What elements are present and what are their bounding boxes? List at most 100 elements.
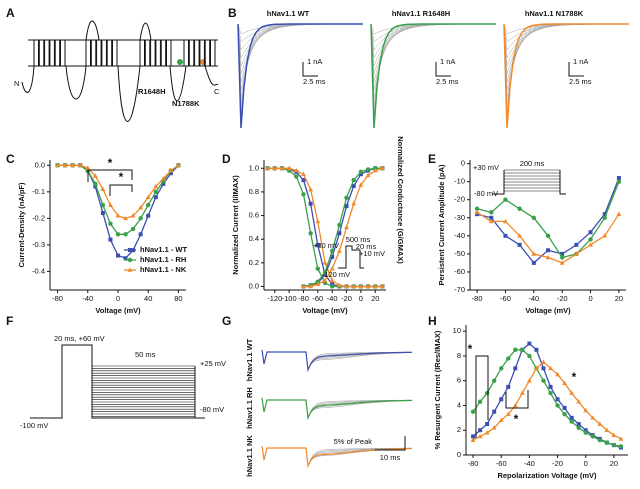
point xyxy=(123,215,128,221)
series-line xyxy=(476,181,620,259)
x-tick-label: -40 xyxy=(82,294,93,303)
point xyxy=(301,178,306,183)
trace xyxy=(503,23,629,91)
point xyxy=(146,213,151,218)
segment xyxy=(160,39,167,67)
point xyxy=(541,366,546,371)
point xyxy=(168,171,173,176)
point xyxy=(365,283,371,289)
point xyxy=(128,248,132,252)
panel-label: A xyxy=(6,6,15,20)
y-tick-label: -10 xyxy=(454,177,465,186)
segment xyxy=(60,39,66,67)
point xyxy=(153,183,159,189)
point xyxy=(146,202,151,208)
point xyxy=(616,211,622,216)
y-tick-label: 0 xyxy=(457,450,461,459)
segment xyxy=(210,39,216,67)
segment xyxy=(166,39,172,67)
y-tick-label: -0.2 xyxy=(32,213,45,222)
point xyxy=(130,226,136,232)
panel-label: H xyxy=(428,314,437,328)
point xyxy=(108,202,113,207)
point xyxy=(597,437,603,443)
scale-bar xyxy=(375,436,406,451)
series-line xyxy=(472,349,622,447)
point xyxy=(329,284,335,289)
x-tick-label: -60 xyxy=(496,459,507,468)
annotation: * xyxy=(108,156,113,170)
point xyxy=(602,215,607,220)
trace xyxy=(237,23,363,91)
point xyxy=(358,283,364,289)
trace xyxy=(370,23,497,67)
segment xyxy=(139,39,145,67)
point xyxy=(344,195,349,201)
point xyxy=(108,237,113,242)
y-tick-label: 10 xyxy=(453,326,461,335)
point xyxy=(616,179,622,184)
point xyxy=(380,165,385,171)
point xyxy=(474,209,480,215)
x-axis-label: Repolarization Voltage (mV) xyxy=(497,471,597,480)
segment xyxy=(85,39,91,67)
point xyxy=(62,162,68,168)
point xyxy=(573,251,579,256)
point xyxy=(127,257,133,263)
point xyxy=(301,192,306,197)
point xyxy=(588,237,593,242)
segment xyxy=(101,39,107,67)
x-tick-label: 0 xyxy=(359,294,363,303)
point xyxy=(505,411,511,416)
point xyxy=(145,194,151,199)
c-terminus: C xyxy=(214,87,220,96)
series-line xyxy=(267,167,383,288)
point xyxy=(100,202,106,208)
point xyxy=(272,165,278,171)
point xyxy=(176,162,181,168)
point xyxy=(372,168,378,173)
point xyxy=(604,427,610,433)
trace xyxy=(261,445,413,469)
point xyxy=(491,378,497,383)
point xyxy=(265,165,270,171)
y-tick-label: 0.4 xyxy=(249,234,259,243)
point xyxy=(293,168,299,173)
point xyxy=(562,411,567,417)
x-tick-label: -40 xyxy=(524,459,535,468)
point xyxy=(499,397,504,402)
point xyxy=(301,171,306,176)
panel-label: G xyxy=(222,314,231,328)
y-tick-label: 0.6 xyxy=(249,211,259,220)
protocol-label: 50 ms xyxy=(135,350,156,359)
y-tick-label: 1.0 xyxy=(249,163,259,172)
point xyxy=(484,390,490,396)
point xyxy=(351,184,356,188)
trace-label: hNav1.1 NK xyxy=(245,435,254,477)
point xyxy=(491,425,497,430)
point xyxy=(372,283,378,289)
segment xyxy=(144,39,151,67)
trace xyxy=(261,349,413,371)
point xyxy=(503,233,508,238)
scale-bar xyxy=(302,62,318,77)
point xyxy=(548,365,553,371)
trace xyxy=(503,23,630,51)
point xyxy=(123,232,128,237)
point xyxy=(351,283,357,289)
point xyxy=(602,212,607,217)
trace xyxy=(370,23,496,91)
point xyxy=(380,283,385,289)
x-tick-label: -80 xyxy=(468,459,479,468)
segment xyxy=(44,39,50,67)
point xyxy=(503,197,508,202)
point xyxy=(555,371,560,377)
panel-label: D xyxy=(222,152,231,166)
point xyxy=(329,266,335,271)
y-tick-label: 0 xyxy=(461,159,465,168)
y-tick-label: 8 xyxy=(457,351,461,360)
segment xyxy=(194,39,200,67)
point xyxy=(475,212,480,217)
point xyxy=(93,184,98,189)
point xyxy=(358,169,364,175)
